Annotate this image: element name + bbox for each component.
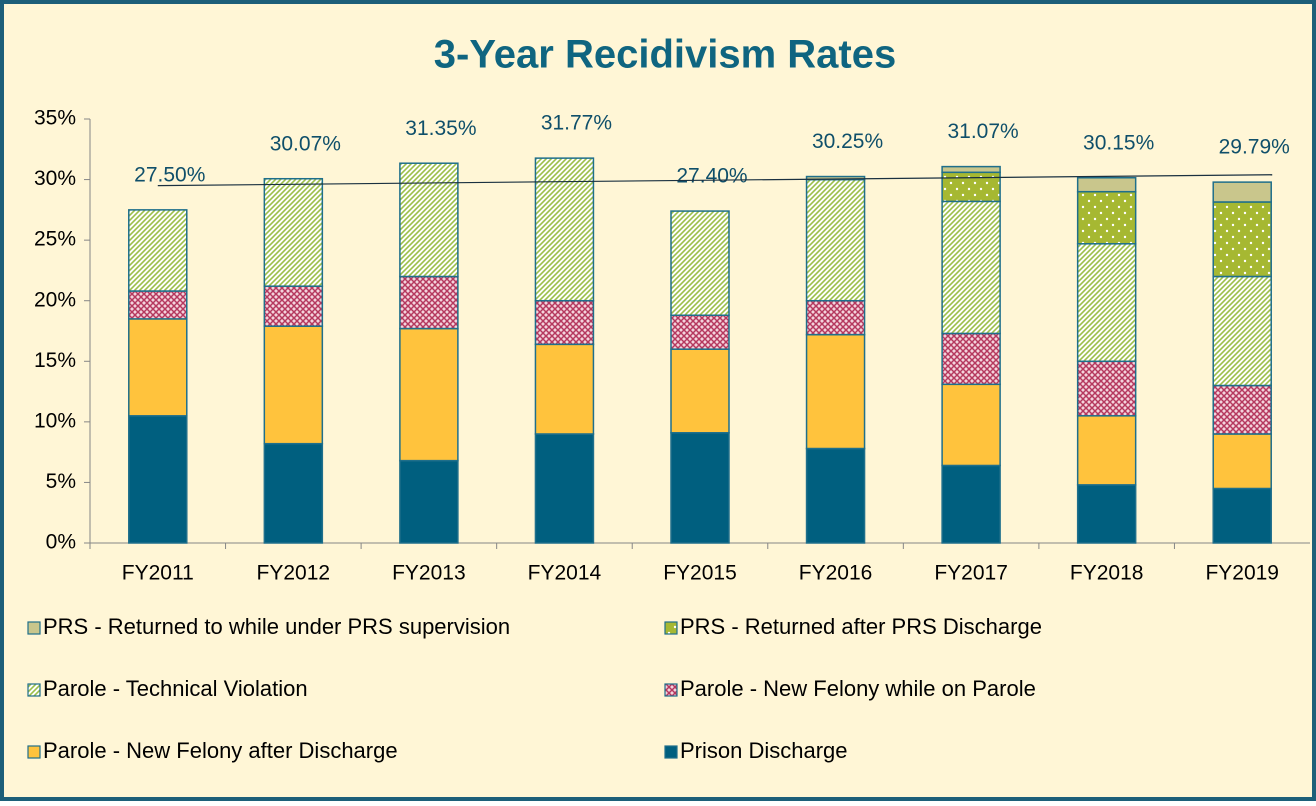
legend-label: Prison Discharge xyxy=(680,738,848,763)
y-tick-label: 30% xyxy=(34,167,76,190)
y-tick-label: 0% xyxy=(46,531,76,554)
bar-segment xyxy=(1212,487,1272,544)
x-tick-label: FY2017 xyxy=(934,562,1008,585)
chart-title: 3-Year Recidivism Rates xyxy=(434,33,896,77)
bar-segment xyxy=(670,210,730,317)
total-label: 31.77% xyxy=(541,112,612,135)
bar-segment xyxy=(399,162,459,278)
total-label: 30.25% xyxy=(812,130,883,153)
y-tick-label: 35% xyxy=(34,107,76,130)
bar-segment xyxy=(1076,415,1137,486)
bar-segment xyxy=(263,442,324,544)
total-label: 31.35% xyxy=(405,117,476,140)
bar-segment xyxy=(534,433,595,544)
legend-swatch xyxy=(664,621,678,635)
legend-label: PRS - Returned to while under PRS superv… xyxy=(43,614,510,639)
legend-swatch xyxy=(664,683,678,697)
bar-segment xyxy=(534,343,595,435)
bar-segment xyxy=(534,299,595,346)
bar-segment xyxy=(670,314,730,350)
total-label: 30.15% xyxy=(1083,131,1154,154)
bar-segment xyxy=(941,165,1001,174)
y-tick-label: 10% xyxy=(34,409,76,432)
x-tick-label: FY2018 xyxy=(1070,562,1144,585)
bar-segment xyxy=(670,348,730,434)
bar-segment xyxy=(1212,433,1272,490)
bar-segment xyxy=(670,432,730,544)
bar-segment xyxy=(1076,360,1137,417)
bar-segment xyxy=(128,318,188,417)
total-label: 31.07% xyxy=(947,120,1018,143)
y-tick-label: 20% xyxy=(34,288,76,311)
x-tick-label: FY2014 xyxy=(528,562,602,585)
bar-segment xyxy=(263,177,324,287)
bar-segment xyxy=(805,178,866,302)
legend-label: Parole - New Felony after Discharge xyxy=(43,738,398,763)
legend-swatch xyxy=(27,745,41,759)
bar-segment xyxy=(1212,181,1272,203)
legend-label: Parole - New Felony while on Parole xyxy=(680,676,1036,701)
y-tick-label: 25% xyxy=(34,228,76,251)
bar-segment xyxy=(805,299,866,336)
bar-segment xyxy=(399,275,459,330)
legend-label: Parole - Technical Violation xyxy=(43,676,308,701)
bar-segment xyxy=(263,285,324,327)
total-label: 27.40% xyxy=(676,165,747,188)
x-tick-label: FY2012 xyxy=(257,562,331,585)
bar-segment xyxy=(941,464,1001,544)
y-tick-label: 5% xyxy=(46,470,76,493)
trend-line xyxy=(157,174,1273,187)
bar-segment xyxy=(1076,243,1137,363)
legend-swatch xyxy=(27,683,41,697)
x-tick-label: FY2011 xyxy=(122,562,194,585)
bar-segment xyxy=(1076,484,1137,544)
legend-label: PRS - Returned after PRS Discharge xyxy=(680,614,1042,639)
bar-segment xyxy=(941,171,1001,203)
bar-segment xyxy=(1076,190,1137,245)
x-tick-label: FY2013 xyxy=(392,562,466,585)
x-tick-label: FY2016 xyxy=(799,562,873,585)
legend-swatch xyxy=(27,621,41,635)
y-tick-label: 15% xyxy=(34,349,76,372)
bar-segment xyxy=(263,325,324,445)
bar-segment xyxy=(941,332,1001,386)
bar-segment xyxy=(1076,177,1137,193)
bar-segment xyxy=(805,333,866,450)
bar-segment xyxy=(399,327,459,462)
bar-segment xyxy=(941,383,1001,467)
x-tick-label: FY2015 xyxy=(663,562,737,585)
bar-segment xyxy=(128,290,188,320)
bar-segment xyxy=(128,415,188,544)
bar-segment xyxy=(534,157,595,302)
bar-segment xyxy=(399,459,459,544)
total-label: 27.50% xyxy=(134,163,205,186)
x-tick-label: FY2019 xyxy=(1205,562,1279,585)
total-label: 29.79% xyxy=(1219,136,1290,159)
bar-segment xyxy=(1212,275,1272,387)
bar-segment xyxy=(1212,384,1272,435)
bar-segment xyxy=(128,209,188,292)
legend-swatch xyxy=(664,745,678,759)
total-label: 30.07% xyxy=(270,132,341,155)
bar-segment xyxy=(805,447,866,544)
bar-segment xyxy=(1212,201,1272,278)
bar-segment xyxy=(941,200,1001,335)
